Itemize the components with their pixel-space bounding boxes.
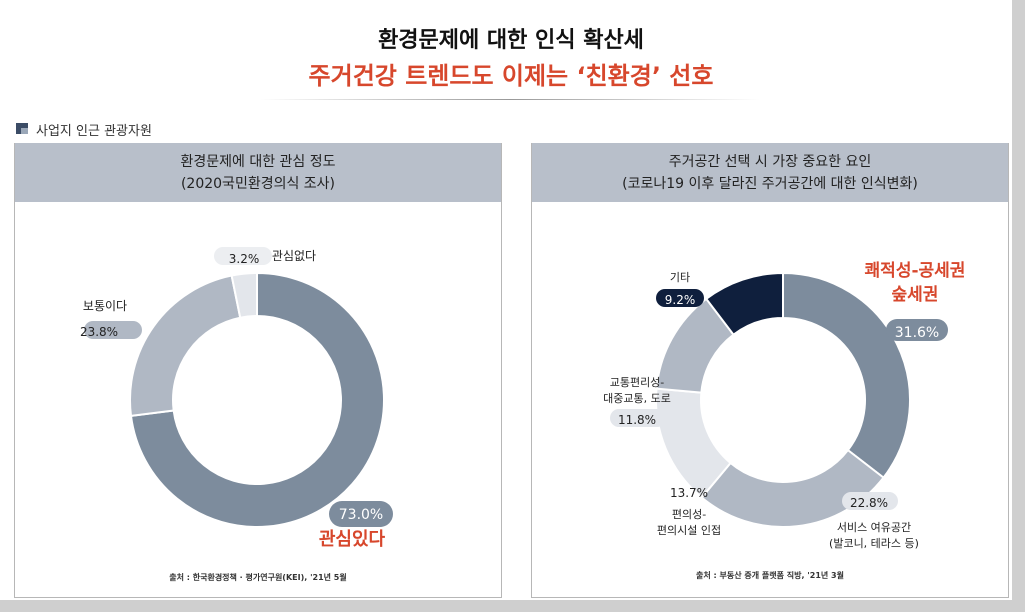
slice-label: 쾌적성-공세권 [865, 261, 966, 281]
page-edge-bottom [0, 600, 1025, 612]
value-label: 13.7% [670, 486, 708, 500]
value-label: 31.6% [895, 325, 939, 341]
value-pill [84, 321, 142, 339]
section-label: 사업지 인근 관광자원 [36, 124, 152, 139]
slice-label: 숲세권 [892, 285, 939, 305]
value-label: 23.8% [80, 325, 118, 339]
slice-label: (발코니, 테라스 등) [829, 537, 919, 550]
chart-title: 환경문제에 대한 관심 정도 [180, 153, 336, 170]
slice-label: 편의성- [672, 508, 706, 521]
slice-label: 서비스 여유공간 [837, 521, 911, 534]
slice-쾌적성-공세권-숲세권 [782, 271, 911, 480]
chart-panel-environment: 환경문제에 대한 관심 정도 (2020국민환경의식 조사) 73.0% 관심있다… [14, 143, 502, 598]
value-pill [214, 247, 272, 265]
value-pill [886, 319, 948, 341]
slice-label: 관심없다 [272, 249, 316, 263]
panel-header: 주거공간 선택 시 가장 중요한 요인 (코로나19 이후 달라진 주거공간에 … [532, 143, 1008, 202]
page-edge-right [1012, 0, 1025, 612]
value-label: 73.0% [339, 507, 383, 523]
slice-관심없다 [230, 271, 258, 319]
main-title: 환경문제에 대한 인식 확산세 [378, 28, 644, 53]
chart-panel-housing: 주거공간 선택 시 가장 중요한 요인 (코로나19 이후 달라진 주거공간에 … [531, 143, 1009, 598]
chart-subtitle: (코로나19 이후 달라진 주거공간에 대한 인식변화) [622, 175, 918, 192]
slice-label: 기타 [670, 271, 690, 284]
value-label: 11.8% [618, 413, 656, 427]
value-pill [842, 492, 898, 510]
value-label: 9.2% [665, 293, 696, 307]
infographic-canvas: 환경문제에 대한 인식 확산세 주거건강 트렌드도 이제는 ‘친환경’ 선호 사… [0, 0, 1022, 600]
chart-source: 출처 : 부동산 중개 플랫폼 직방, '21년 3월 [696, 571, 844, 580]
main-subtitle: 주거건강 트렌드도 이제는 ‘친환경’ 선호 [308, 62, 714, 90]
value-pill [656, 289, 704, 307]
chart-title: 주거공간 선택 시 가장 중요한 요인 [668, 153, 872, 170]
donut-chart-environment: 73.0% 관심있다 23.8% 보통이다 3.2% 관심없다 [80, 247, 393, 550]
slice-label: 보통이다 [83, 299, 127, 313]
slice-label: 대중교통, 도로 [603, 392, 671, 405]
slice-label: 교통편리성- [610, 376, 665, 389]
value-label: 3.2% [229, 252, 260, 266]
panel-header: 환경문제에 대한 관심 정도 (2020국민환경의식 조사) [15, 143, 501, 202]
slice-label: 관심있다 [319, 529, 386, 550]
value-pill [329, 501, 393, 527]
value-pill [610, 409, 666, 427]
slice-관심있다 [129, 271, 385, 528]
chart-subtitle: (2020국민환경의식 조사) [180, 175, 336, 192]
slice-보통이다 [129, 274, 242, 418]
chart-source: 출처 : 한국환경정책 · 평가연구원(KEI), '21년 5월 [169, 573, 347, 582]
section-square-icon [16, 123, 28, 134]
value-label: 22.8% [850, 496, 888, 510]
slice-label: 편의시설 인접 [657, 524, 721, 537]
title-divider [260, 99, 760, 100]
slice-기타 [704, 271, 784, 337]
